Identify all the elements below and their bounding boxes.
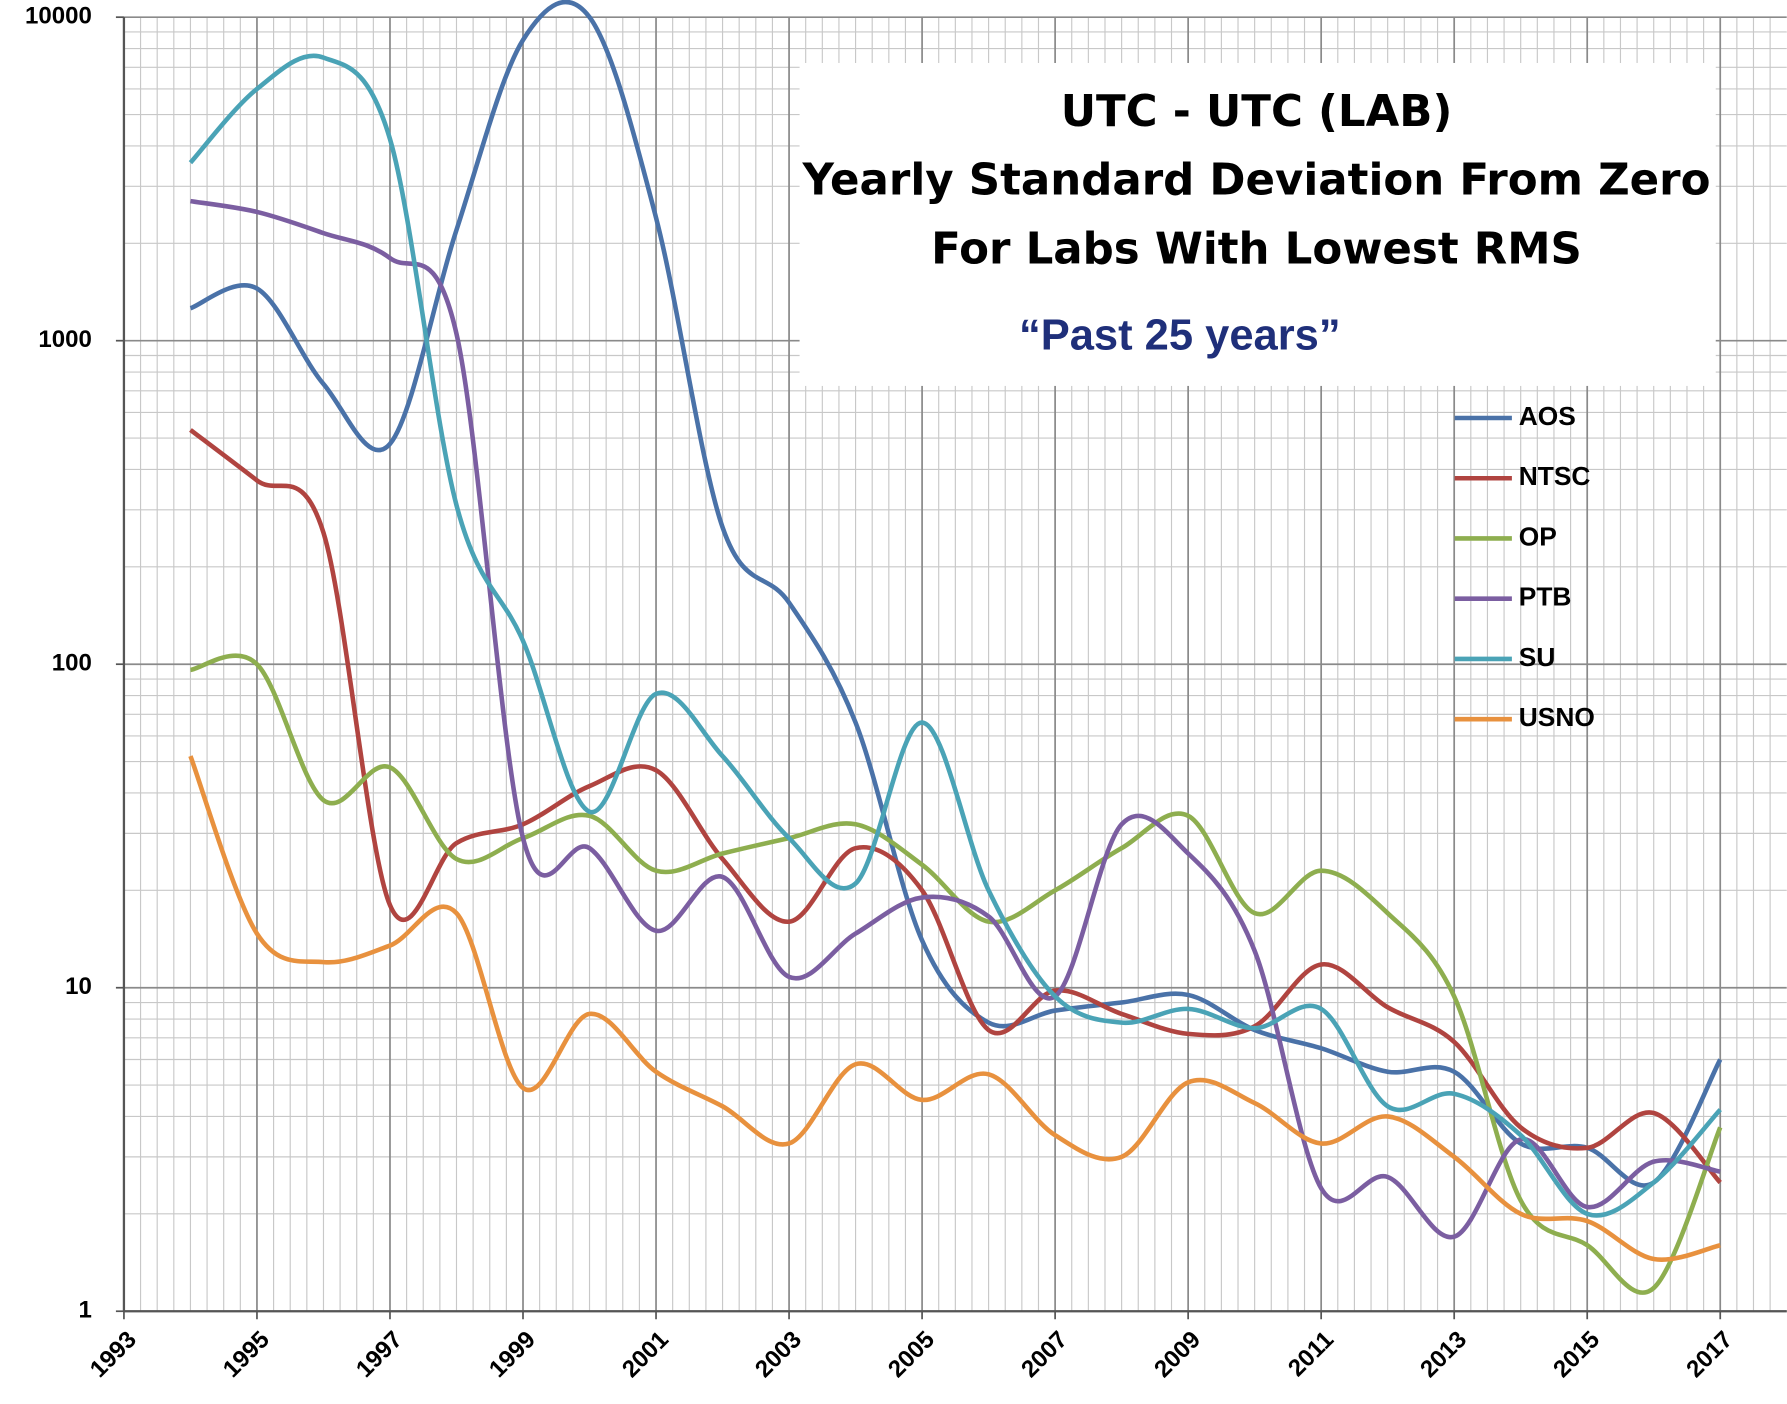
chart-subtitle: “Past 25 years” <box>1019 311 1341 359</box>
x-tick-label: 1995 <box>218 1326 275 1383</box>
y-tick-label: 10 <box>65 973 92 1000</box>
chart-title: UTC - UTC (LAB) <box>1061 87 1453 137</box>
series-line <box>190 198 1721 1240</box>
legend-label: SU <box>1519 642 1556 672</box>
series-line <box>189 653 1723 1295</box>
x-tick-label: 2003 <box>750 1326 807 1383</box>
chart-title: Yearly Standard Deviation From Zero <box>802 156 1711 206</box>
x-tick-label: 2009 <box>1149 1326 1206 1383</box>
y-tick-label: 1000 <box>38 326 91 353</box>
x-tick-label: 1999 <box>484 1326 541 1383</box>
series-line <box>189 428 1722 1185</box>
x-tick-label: 2001 <box>617 1326 674 1383</box>
legend-label: USNO <box>1519 702 1595 732</box>
series-line <box>189 0 1723 1188</box>
y-tick-label: 1 <box>78 1297 91 1324</box>
legend-label: AOS <box>1519 401 1576 431</box>
x-tick-label: 2005 <box>883 1326 940 1383</box>
legend-label: PTB <box>1519 582 1572 612</box>
x-tick-label: 2011 <box>1283 1326 1339 1382</box>
series-line <box>188 755 1721 1262</box>
title-box <box>799 62 1716 386</box>
series-line <box>188 53 1722 1218</box>
y-tick-label: 100 <box>52 650 92 677</box>
lines <box>188 0 1723 1295</box>
x-tick-label: 2007 <box>1016 1326 1073 1383</box>
x-tick-label: 2017 <box>1681 1326 1738 1383</box>
chart-title: For Labs With Lowest RMS <box>931 224 1582 274</box>
legend-label: OP <box>1519 521 1557 551</box>
x-tick-label: 2013 <box>1415 1326 1472 1383</box>
x-tick-label: 1993 <box>85 1326 142 1383</box>
x-tick-label: 2015 <box>1548 1326 1605 1383</box>
y-tick-label: 10000 <box>25 3 92 30</box>
legend-label: NTSC <box>1519 461 1591 491</box>
x-tick-label: 1997 <box>351 1326 408 1383</box>
